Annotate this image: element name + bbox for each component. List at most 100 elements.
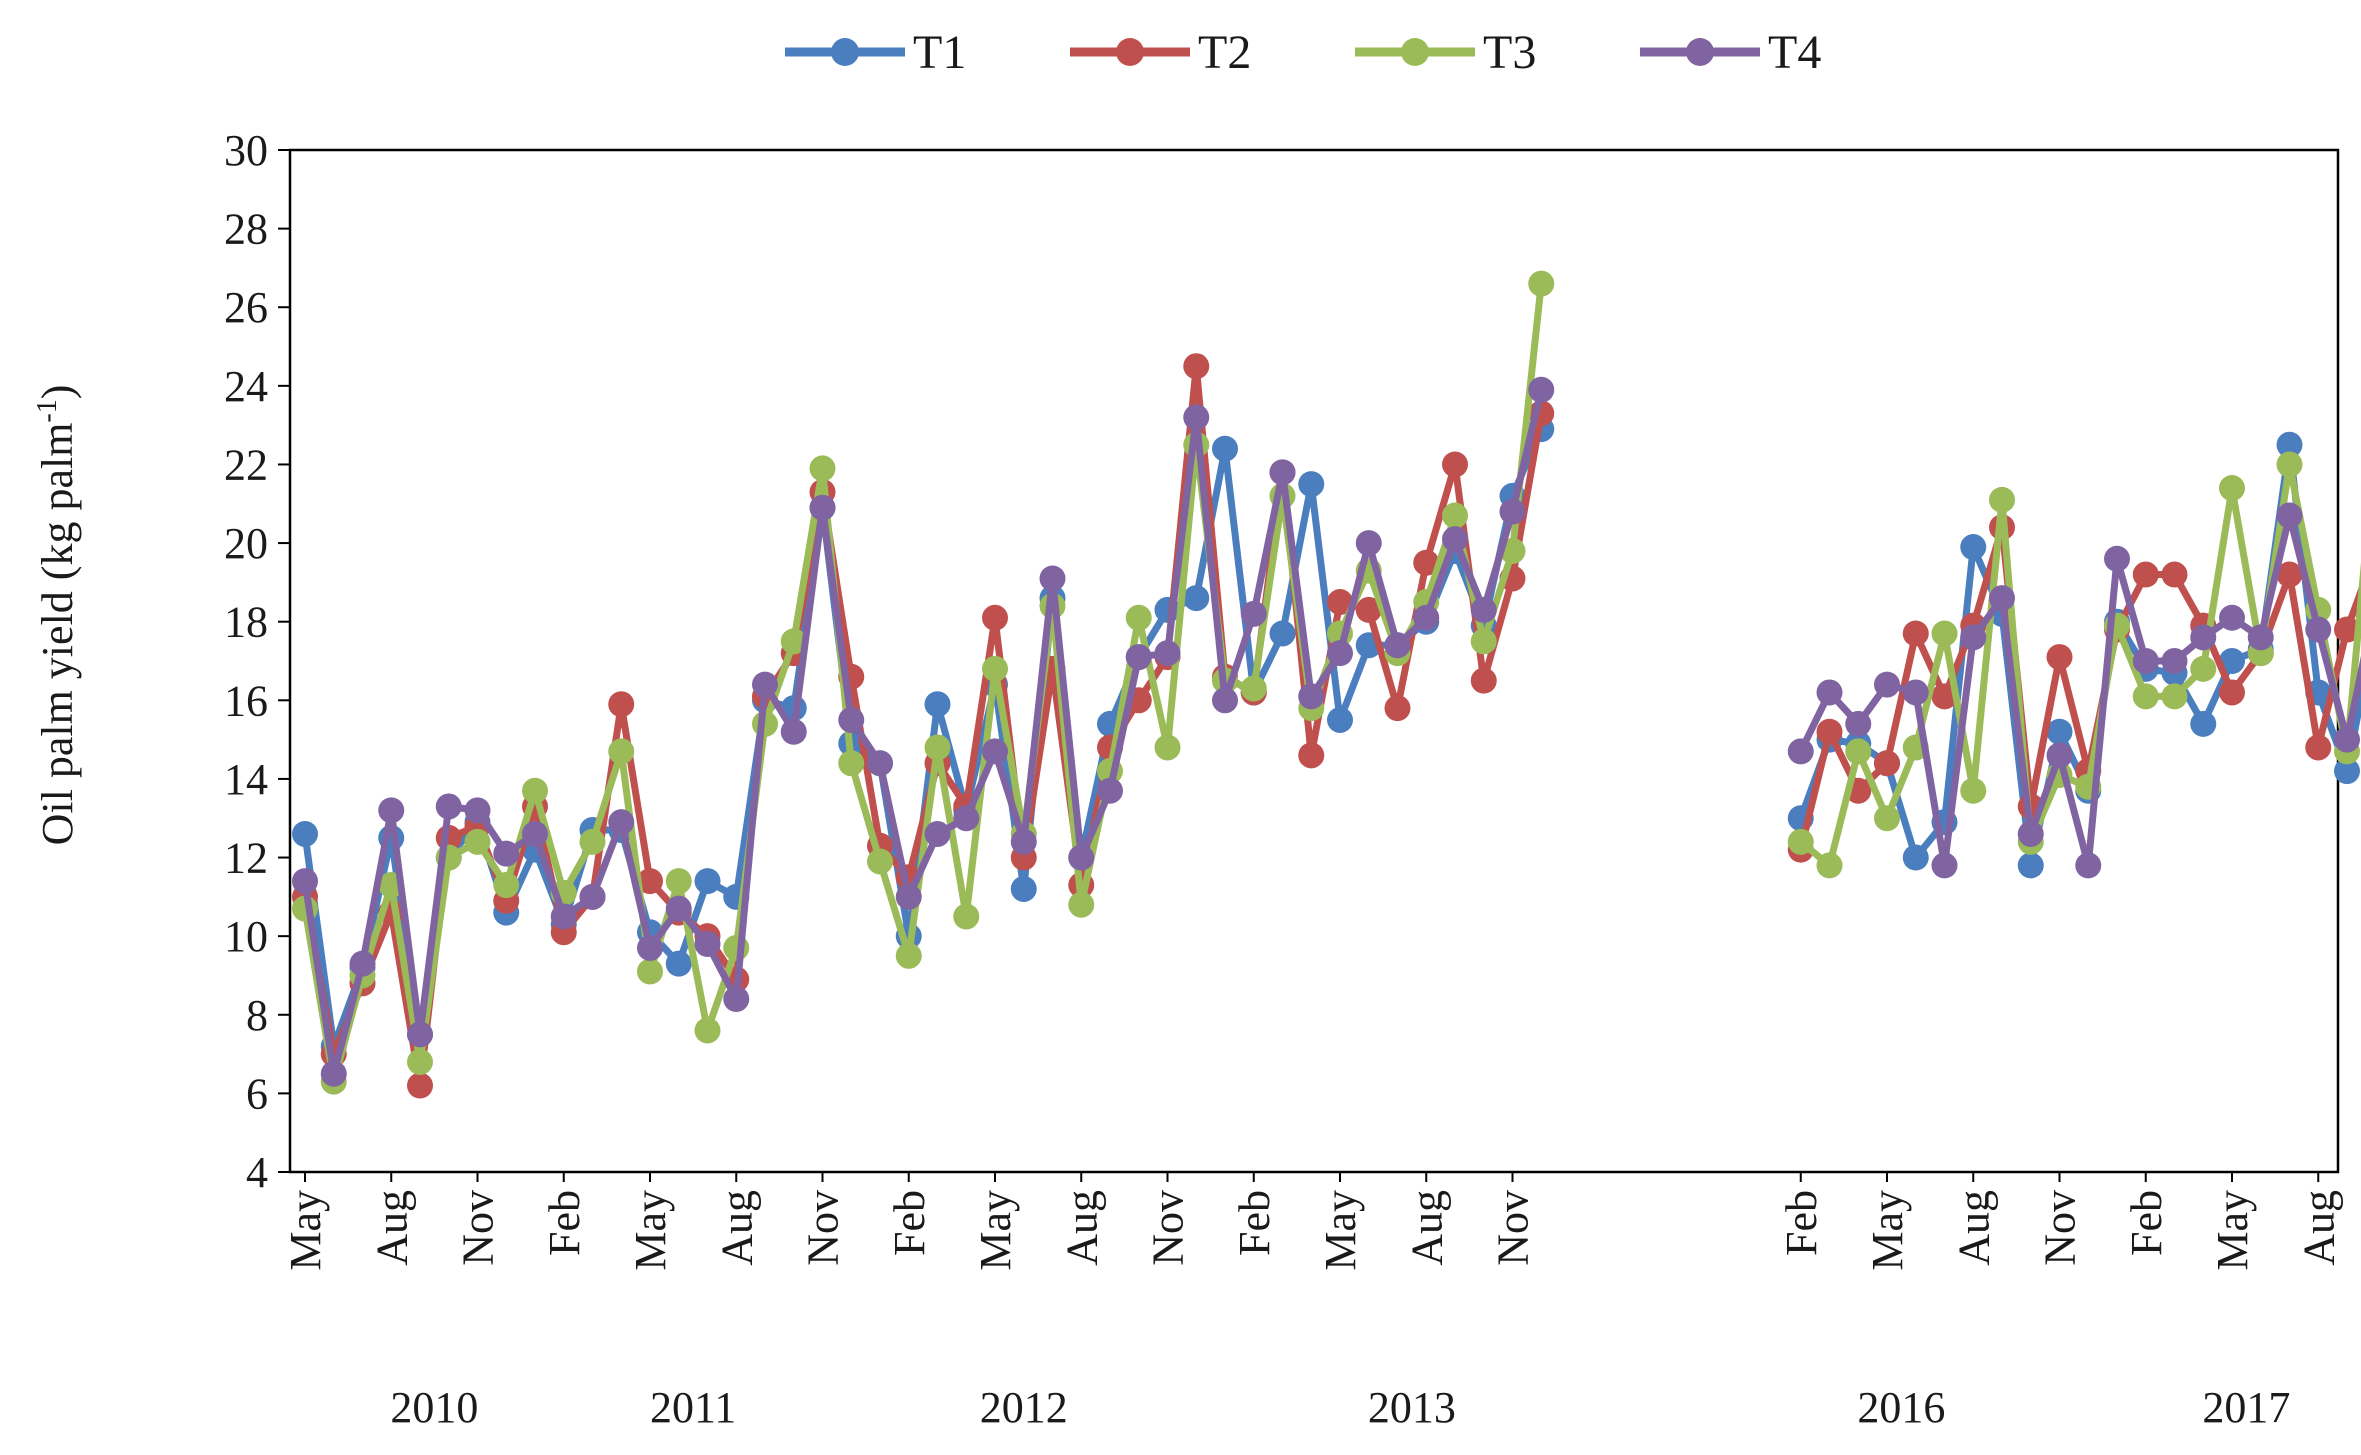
legend-label: T4 (1768, 26, 1821, 79)
data-point-t1 (1269, 620, 1296, 647)
y-tick-label: 12 (224, 834, 268, 883)
data-point-t4 (320, 1060, 347, 1087)
data-point-t4 (1931, 852, 1958, 879)
data-point-t1 (694, 868, 721, 895)
data-point-t4 (2132, 648, 2159, 674)
data-point-t4 (1960, 624, 1987, 651)
data-point-t2 (1183, 353, 1210, 380)
data-point-t4 (1413, 604, 1440, 631)
y-tick-label: 20 (224, 519, 268, 568)
data-point-t4 (349, 950, 376, 977)
data-point-t3 (1125, 604, 1152, 631)
data-point-t1 (1010, 875, 1037, 902)
x-month-label: May (971, 1190, 1020, 1271)
legend-marker (831, 38, 859, 66)
data-point-t1 (2334, 758, 2360, 785)
data-point-t3 (1960, 777, 1987, 804)
data-point-t4 (1154, 640, 1181, 667)
data-point-t3 (1154, 734, 1181, 761)
x-month-label: Feb (1230, 1190, 1279, 1256)
data-point-t3 (522, 777, 548, 804)
data-point-t4 (723, 986, 750, 1013)
data-point-t3 (723, 934, 750, 961)
data-point-t4 (838, 706, 865, 733)
x-month-label: May (1316, 1190, 1365, 1271)
data-point-t4 (2247, 624, 2274, 651)
data-point-t1 (1327, 706, 1353, 733)
x-month-label: Nov (1489, 1190, 1538, 1266)
data-point-t4 (608, 809, 635, 836)
legend-marker (1686, 38, 1714, 66)
data-point-t3 (982, 655, 1008, 682)
data-point-t3 (780, 628, 807, 655)
data-point-t2 (1902, 620, 1929, 647)
data-point-t4 (637, 934, 663, 961)
x-month-label: Aug (1949, 1190, 1998, 1266)
data-point-t2 (1816, 718, 1843, 745)
data-point-t3 (2276, 451, 2303, 478)
data-point-t3 (1816, 852, 1843, 879)
data-point-t3 (608, 738, 635, 765)
data-point-t4 (292, 868, 318, 895)
x-month-label: Aug (1057, 1190, 1106, 1266)
data-point-t4 (1470, 596, 1497, 623)
data-point-t4 (1442, 526, 1468, 553)
data-point-t4 (2276, 502, 2303, 529)
y-tick-label: 28 (224, 205, 268, 254)
x-month-label: Nov (2036, 1190, 2085, 1266)
data-point-t2 (608, 691, 635, 718)
data-point-t1 (2276, 431, 2303, 458)
series-layer (292, 270, 2361, 1099)
x-month-label: Feb (1777, 1190, 1826, 1256)
data-point-t4 (1298, 683, 1325, 710)
series-line-t4 (301, 388, 1545, 1078)
series-line-t1 (1797, 441, 2361, 869)
data-point-t4 (2305, 616, 2332, 643)
x-year-label: 2012 (980, 1383, 1068, 1432)
data-point-t4 (1039, 565, 1066, 592)
data-point-t3 (809, 455, 836, 482)
data-point-t4 (1874, 671, 1900, 698)
data-point-t3 (867, 848, 893, 875)
legend-item-t3: T3 (1355, 26, 1536, 79)
data-point-t4 (493, 840, 520, 867)
y-axis-label: Oil palm yield (kg palm-1) (32, 385, 82, 846)
data-point-t3 (895, 942, 922, 969)
data-point-t3 (579, 828, 606, 855)
data-point-t2 (1413, 549, 1440, 576)
data-point-t2 (2334, 616, 2360, 643)
legend: T1 T2 T3 T4 (785, 26, 1821, 79)
x-month-label: Aug (712, 1190, 761, 1266)
data-point-t3 (694, 1017, 721, 1044)
series-line-t3 (1798, 460, 2361, 869)
data-point-t2 (2161, 561, 2188, 588)
data-point-t4 (867, 750, 893, 777)
x-month-label: Feb (885, 1190, 934, 1256)
data-point-t4 (1528, 376, 1555, 403)
data-point-t1 (2046, 718, 2073, 745)
legend-label: T3 (1483, 26, 1536, 79)
legend-label: T2 (1198, 26, 1251, 79)
data-point-t3 (637, 958, 663, 985)
data-point-t4 (579, 883, 606, 910)
data-point-t3 (493, 872, 520, 899)
y-tick-label: 8 (246, 991, 268, 1040)
y-tick-label: 24 (224, 362, 268, 411)
data-point-t4 (895, 883, 922, 910)
data-point-t1 (1902, 844, 1929, 871)
data-point-t2 (407, 1072, 433, 1099)
x-year-label: 2013 (1368, 1383, 1456, 1432)
plot-area-border (288, 148, 2340, 1174)
data-point-t3 (1470, 628, 1497, 655)
y-tick-label: 18 (224, 598, 268, 647)
data-point-t4 (1010, 828, 1037, 855)
data-point-t4 (2334, 726, 2360, 753)
data-point-t1 (2219, 648, 2245, 674)
data-point-t4 (378, 797, 405, 824)
y-tick-label: 22 (224, 440, 268, 489)
x-axis: May Aug Nov Feb May Aug Nov Feb May Aug Nov Feb May A… (281, 1172, 2343, 1432)
data-point-t4 (1816, 679, 1843, 706)
data-point-t3 (2190, 655, 2217, 682)
data-point-t3 (1442, 502, 1468, 529)
data-point-t4 (2161, 648, 2188, 674)
